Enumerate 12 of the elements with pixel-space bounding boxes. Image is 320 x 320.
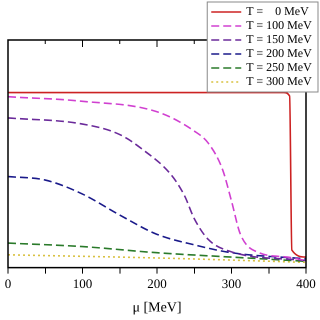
legend-label: T = 0 MeV (246, 4, 310, 18)
x-tick-label: 300 (222, 276, 242, 291)
x-tick-label: 400 (296, 276, 316, 291)
legend-label: T = 200 MeV (246, 46, 312, 60)
x-tick-label: 0 (4, 276, 12, 291)
legend-label: T = 250 MeV (246, 60, 312, 74)
legend-label: T = 100 MeV (246, 18, 312, 32)
x-axis-title: μ [MeV] (132, 300, 182, 316)
legend-label: T = 150 MeV (246, 32, 312, 46)
x-tick-label: 100 (72, 276, 92, 291)
legend-label: T = 300 MeV (246, 74, 312, 88)
x-tick-label: 200 (147, 276, 167, 291)
